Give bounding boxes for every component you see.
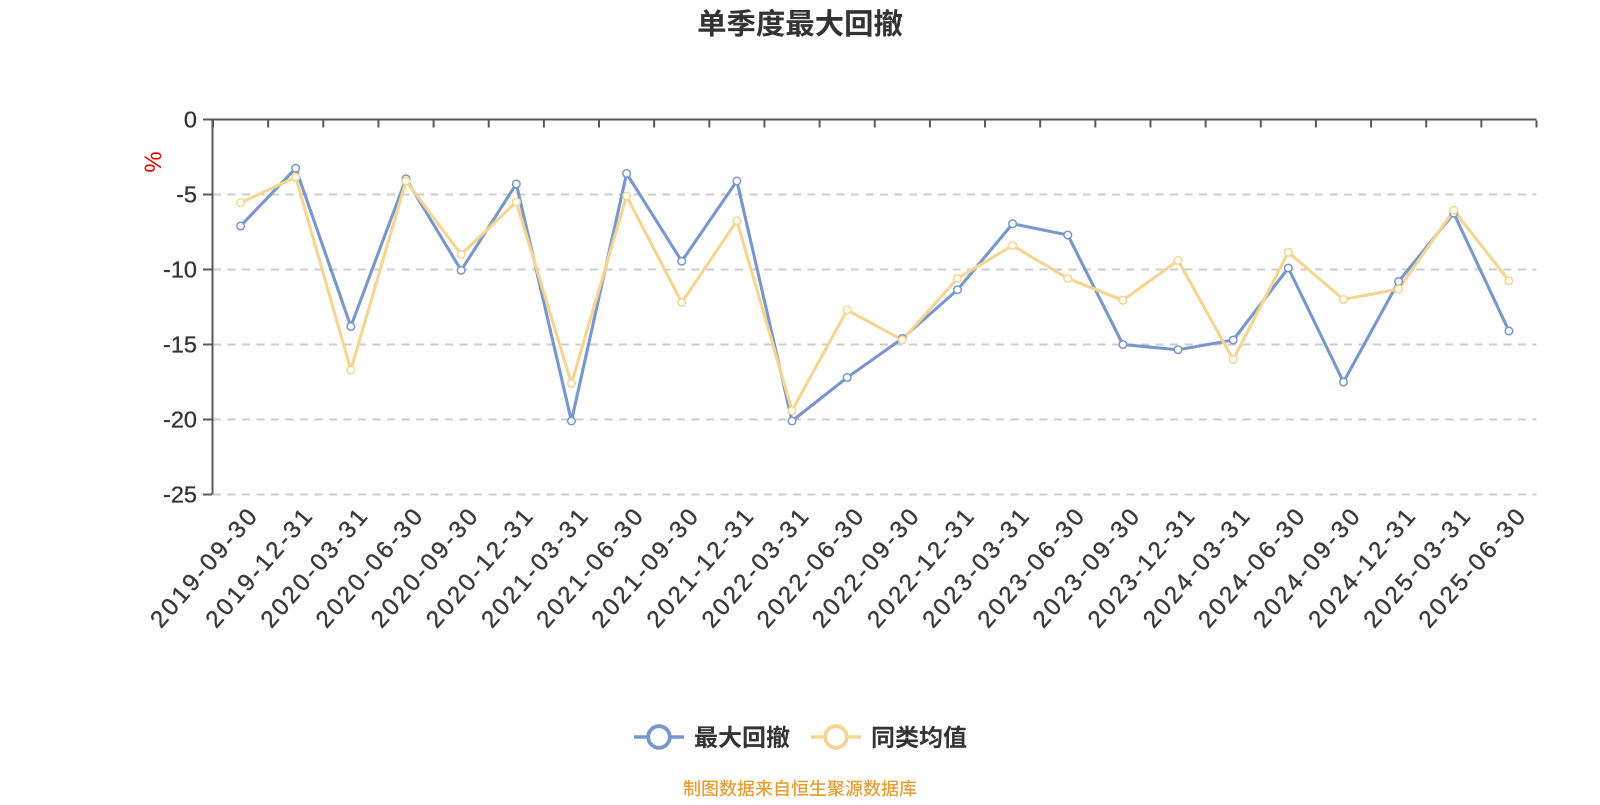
svg-text:-5: -5 bbox=[176, 182, 197, 208]
svg-text:-10: -10 bbox=[163, 257, 197, 283]
svg-text:-25: -25 bbox=[163, 482, 197, 508]
svg-text:0: 0 bbox=[184, 107, 197, 133]
svg-text:-15: -15 bbox=[163, 332, 197, 358]
svg-text:%: % bbox=[139, 151, 166, 172]
svg-text:-20: -20 bbox=[163, 407, 197, 433]
